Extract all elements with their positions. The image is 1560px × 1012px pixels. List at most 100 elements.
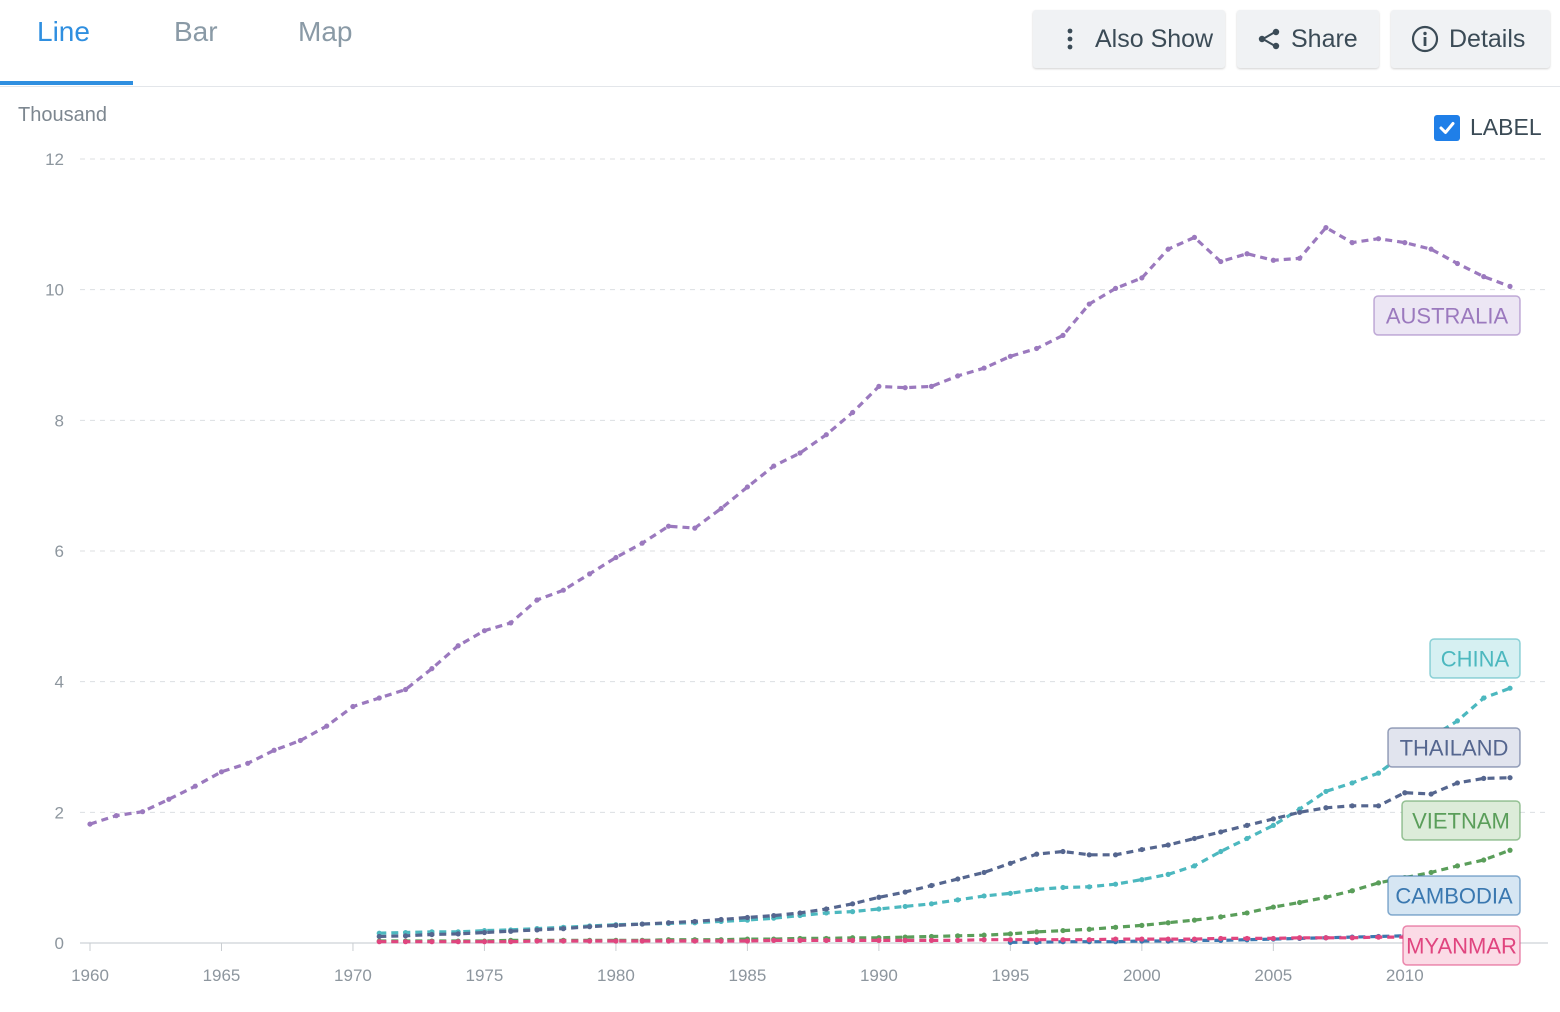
data-point-australia (1270, 257, 1276, 263)
data-point-china (1375, 770, 1382, 776)
data-point-myanmar (639, 938, 645, 944)
x-tick-label: 1970 (334, 966, 372, 985)
x-tick-label: 1990 (860, 966, 898, 985)
data-point-myanmar (1323, 935, 1329, 941)
data-point-myanmar (402, 939, 409, 945)
x-tick-label: 2005 (1254, 966, 1292, 985)
data-point-myanmar (1165, 936, 1171, 942)
data-point-australia (87, 821, 93, 827)
share-button[interactable]: Share (1237, 10, 1379, 68)
data-point-myanmar (534, 938, 540, 944)
data-point-thailand (1481, 775, 1487, 781)
data-point-australia (1139, 275, 1145, 281)
data-point-australia (218, 769, 225, 775)
y-tick-label: 10 (45, 281, 64, 300)
data-point-thailand (1349, 803, 1355, 809)
series-label-vietnam: VIETNAM (1412, 809, 1510, 834)
data-point-china (1112, 881, 1119, 887)
data-point-china (1507, 685, 1513, 691)
y-tick-label: 2 (55, 803, 64, 822)
data-point-australia (692, 525, 698, 531)
data-point-australia (429, 666, 435, 672)
series-label-box-myanmar (1402, 925, 1521, 966)
x-tick-label: 1975 (466, 966, 504, 985)
data-point-myanmar (902, 937, 908, 943)
data-point-australia (1375, 236, 1382, 242)
data-point-myanmar (1270, 935, 1276, 942)
series-label-box-cambodia (1387, 875, 1521, 916)
data-point-vietnam (1323, 894, 1329, 900)
also-show-label: Also Show (1095, 24, 1214, 53)
x-tick-label: 1985 (728, 966, 766, 985)
data-point-australia (955, 373, 961, 379)
data-point-australia (1349, 240, 1355, 246)
data-point-myanmar (744, 938, 751, 944)
data-point-australia (481, 628, 488, 634)
data-point-myanmar (1139, 936, 1145, 942)
data-point-myanmar (1112, 936, 1119, 942)
share-icon (1255, 27, 1283, 51)
data-point-vietnam (1244, 910, 1250, 916)
data-point-australia (245, 760, 251, 766)
data-point-thailand (1165, 842, 1171, 848)
data-point-thailand (376, 933, 382, 940)
series-line-china (379, 686, 1511, 935)
share-label: Share (1291, 24, 1358, 53)
y-tick-label: 12 (45, 150, 64, 169)
data-point-china (928, 901, 935, 907)
x-tick-label: 2010 (1386, 966, 1424, 985)
data-point-thailand (849, 901, 856, 907)
data-point-thailand (1297, 809, 1303, 815)
data-point-australia (560, 587, 566, 593)
data-point-vietnam (1165, 920, 1171, 926)
data-point-australia (1165, 246, 1171, 252)
data-point-china (1270, 822, 1276, 829)
data-point-thailand (1375, 803, 1382, 809)
label-checkbox[interactable] (1434, 114, 1460, 141)
data-point-vietnam (1112, 924, 1119, 930)
tab-bar[interactable]: Bar (174, 16, 218, 47)
data-point-vietnam (1139, 922, 1145, 928)
tab-line[interactable]: Line (37, 16, 90, 47)
data-point-vietnam (955, 933, 961, 939)
data-point-myanmar (876, 937, 882, 943)
data-point-thailand (1060, 848, 1066, 855)
data-point-thailand (1218, 829, 1224, 835)
data-point-china (1218, 848, 1224, 855)
data-point-myanmar (376, 939, 382, 945)
label-toggle[interactable]: LABEL (1434, 114, 1542, 141)
data-point-australia (1454, 260, 1461, 267)
data-point-thailand (1191, 835, 1198, 842)
data-point-myanmar (928, 937, 935, 943)
data-point-china (849, 909, 856, 915)
data-point-australia (981, 365, 987, 371)
x-tick-label: 2000 (1123, 966, 1161, 985)
data-point-china (1139, 877, 1145, 883)
data-point-australia (639, 540, 645, 546)
data-point-myanmar (1191, 936, 1198, 942)
data-point-thailand (560, 926, 566, 932)
series-label-myanmar: MYANMAR (1406, 934, 1517, 959)
data-point-australia (1060, 332, 1066, 338)
data-point-myanmar (823, 937, 829, 943)
data-point-thailand (1270, 816, 1276, 822)
also-show-button[interactable]: Also Show (1033, 10, 1225, 68)
tab-map[interactable]: Map (298, 16, 353, 47)
data-point-australia (902, 385, 908, 391)
data-point-myanmar (981, 937, 987, 943)
data-point-thailand (1139, 846, 1145, 853)
data-point-myanmar (771, 937, 777, 943)
details-button[interactable]: Details (1391, 10, 1550, 68)
data-point-myanmar (1244, 935, 1250, 942)
data-point-thailand (1086, 852, 1092, 858)
data-point-australia (587, 571, 593, 577)
data-point-thailand (902, 889, 908, 895)
data-point-thailand (744, 914, 751, 921)
data-point-vietnam (1034, 929, 1040, 935)
data-point-thailand (1428, 791, 1434, 797)
data-point-australia (1086, 301, 1092, 307)
series-line-australia (89, 226, 1511, 826)
data-point-vietnam (1007, 931, 1013, 937)
data-point-thailand (823, 906, 829, 912)
